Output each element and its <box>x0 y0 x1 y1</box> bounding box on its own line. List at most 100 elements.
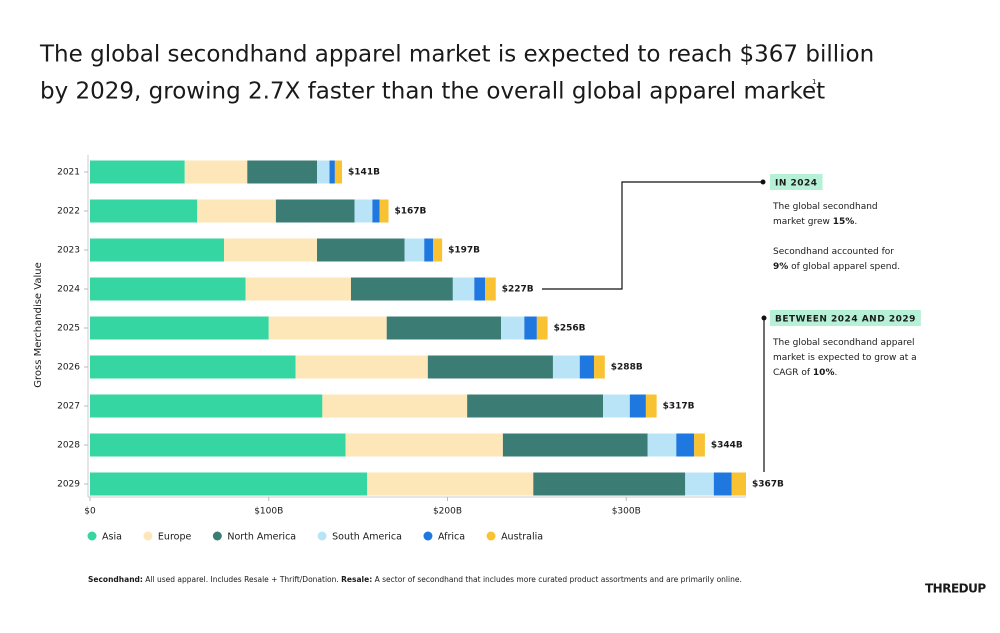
bar-segment <box>372 199 380 223</box>
total-label: $317B <box>663 402 695 412</box>
connector <box>542 181 763 290</box>
annotation-text: CAGR of 10%. <box>773 368 837 378</box>
bar-segment <box>501 316 525 340</box>
bar-segment <box>594 355 605 379</box>
bar-segment <box>317 160 330 184</box>
bar-segment <box>676 433 695 457</box>
bar-segment <box>247 160 318 184</box>
text-run: . <box>834 368 837 378</box>
bar-segment <box>197 199 276 223</box>
bar-segment <box>90 316 269 340</box>
text-run: CAGR of <box>773 368 813 378</box>
text-run: . <box>854 217 857 227</box>
bar-segment <box>424 238 434 262</box>
bar-segment <box>694 433 705 457</box>
text-run: 15% <box>833 217 855 227</box>
legend-label: Asia <box>102 532 122 543</box>
bar-segment <box>90 433 346 457</box>
annotation-text: The global secondhand apparel <box>772 338 915 348</box>
legend-label: Africa <box>438 532 465 543</box>
bar-segment <box>427 355 553 379</box>
total-label: $367B <box>752 480 784 490</box>
bar-segment <box>184 160 248 184</box>
bar-segment <box>379 199 389 223</box>
y-tick-label: 2028 <box>57 441 80 451</box>
bar-segment <box>329 160 335 184</box>
y-tick-label: 2029 <box>57 480 80 490</box>
text-run: A sector of secondhand that includes mor… <box>372 575 742 584</box>
bar-segment <box>629 394 646 418</box>
y-tick-label: 2023 <box>57 246 80 256</box>
legend-swatch <box>423 531 433 541</box>
text-run: 10% <box>813 368 835 378</box>
text-run: The global secondhand <box>772 202 878 212</box>
text-run: of global apparel spend. <box>788 262 900 272</box>
annotations: IN 2024 The global secondhand market grew … <box>770 174 921 378</box>
bar-segment <box>90 394 323 418</box>
total-label: $167B <box>395 207 427 217</box>
bar-segment <box>275 199 355 223</box>
legend-swatch <box>317 531 327 541</box>
text-run: market is expected to grow at a <box>773 353 917 363</box>
annotation-tag <box>770 310 921 326</box>
x-tick-label: $300B <box>612 507 641 517</box>
bar-segment <box>317 238 405 262</box>
bar-segment <box>322 394 468 418</box>
bar-segment <box>685 472 714 496</box>
bar-segment <box>524 316 537 340</box>
total-label: $197B <box>448 246 480 256</box>
text-run: The global secondhand apparel <box>772 338 915 348</box>
y-tick-label: 2022 <box>57 207 80 217</box>
annotation-text: market is expected to grow at a <box>773 353 917 363</box>
y-tick-label: 2026 <box>57 363 80 373</box>
bar-segment <box>731 472 746 496</box>
text-run: Secondhand: <box>88 575 143 584</box>
bar-segment <box>90 238 225 262</box>
annotation-text: Secondhand accounted for <box>773 247 894 257</box>
bar-segment <box>386 316 502 340</box>
legend-swatch <box>87 531 97 541</box>
legend-label: Europe <box>158 532 192 543</box>
bar-segment <box>645 394 657 418</box>
total-label: $141B <box>348 168 380 178</box>
footnote: Secondhand: All used apparel. Includes R… <box>88 575 742 584</box>
bar-segment <box>90 472 368 496</box>
total-label: $288B <box>611 363 643 373</box>
annotation-text: market grew 15%. <box>773 217 857 227</box>
y-tick-label: 2021 <box>57 168 80 178</box>
chart-title: The global secondhand apparel market is … <box>39 42 874 68</box>
bar-segment <box>345 433 503 457</box>
annotation-heading: IN 2024 <box>775 179 818 189</box>
total-label: $227B <box>502 285 534 295</box>
bar-segment <box>404 238 425 262</box>
bar-segment <box>579 355 595 379</box>
text-run: All used apparel. Includes Resale + Thri… <box>143 575 341 584</box>
bar-segment <box>295 355 428 379</box>
annotation-tag <box>770 174 823 190</box>
x-tick-label: $100B <box>254 507 283 517</box>
y-tick-label: 2024 <box>57 285 80 295</box>
bar-segment <box>536 316 548 340</box>
bar-segment <box>245 277 351 301</box>
bar-segment <box>474 277 486 301</box>
bar-segment <box>90 277 246 301</box>
legend-swatch <box>212 531 222 541</box>
bar-segment <box>354 199 373 223</box>
bar-segment <box>90 199 198 223</box>
logo: THREDUP <box>925 582 986 596</box>
x-tick-label: $200B <box>433 507 462 517</box>
text-run: 9% <box>773 262 788 272</box>
annotation-heading: BETWEEN 2024 AND 2029 <box>775 315 916 325</box>
bar-segment <box>433 238 443 262</box>
bar-segment <box>485 277 496 301</box>
bar-segment <box>350 277 453 301</box>
y-axis-label: Gross Merchandise Value <box>33 262 44 387</box>
bar-segment <box>467 394 604 418</box>
text-run: market grew <box>773 217 833 227</box>
bar-segment <box>647 433 677 457</box>
connector-dot <box>760 179 766 185</box>
connector-dot <box>761 315 767 321</box>
legend-label: North America <box>227 532 296 543</box>
bar-segment <box>268 316 387 340</box>
